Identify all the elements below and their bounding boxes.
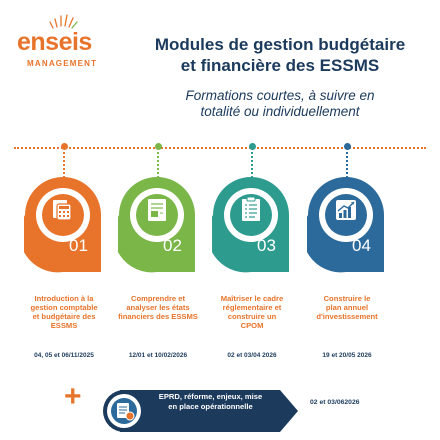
- timeline-connector: [251, 152, 253, 182]
- subtitle-line-1: Formations courtes, à suivre en: [185, 88, 375, 103]
- module-pin: [24, 176, 124, 278]
- module-title: Construire le plan annuel d'investissement: [299, 294, 395, 321]
- module-title-line: Maîtriser le cadre: [220, 294, 284, 303]
- module-title-line: Comprendre et: [130, 294, 185, 303]
- title-line-2: et financière des ESSMS: [180, 56, 380, 75]
- module-dates: 19 et 20/05 2026: [322, 352, 372, 359]
- timeline-connector: [63, 152, 65, 182]
- module-dates: 04, 05 et 06/11/2025: [34, 352, 94, 359]
- module-title-line: analyser les états: [126, 303, 190, 312]
- module-number: 04: [352, 236, 371, 255]
- module-dates: 02 et 03/04 2026: [227, 352, 277, 359]
- module-title-line: financiers des ESSMS: [118, 312, 198, 321]
- checklist-clipboard-icon: [242, 196, 260, 221]
- budget-document-icon: [111, 398, 137, 424]
- module-title-line: ESSMS: [50, 321, 78, 330]
- subtitle-line-2: totalité ou individuellement: [200, 104, 360, 119]
- timeline-dot: [343, 143, 351, 150]
- module-title-line: Construire le: [323, 294, 371, 303]
- module-number: 02: [163, 236, 182, 255]
- growth-chart-icon: [336, 200, 356, 220]
- timeline-dot: [248, 143, 256, 150]
- extra-module-banner: [103, 390, 298, 432]
- page-title: Modules de gestion budgétaire et financi…: [120, 34, 440, 76]
- timeline-connector: [157, 152, 159, 182]
- logo-wordmark: enseis: [17, 28, 92, 56]
- module-title-line: construire un: [227, 312, 277, 321]
- module-pin: [212, 176, 312, 278]
- sunburst-icon: [49, 14, 78, 29]
- module-title: Maîtriser le cadre réglementaire et constr…: [204, 294, 300, 330]
- module-pin: [307, 176, 407, 278]
- module-title: Comprendre et analyser les états financier…: [110, 294, 206, 321]
- timeline-dot: [60, 143, 68, 150]
- extra-module-title: EPRD, réforme, enjeux, mise en place opé…: [148, 392, 273, 411]
- module-title: Introduction à la gestion comptable et bud…: [16, 294, 112, 330]
- module-title-line: CPOM: [240, 321, 264, 330]
- module-number: 03: [257, 236, 276, 255]
- timeline-line: [14, 147, 426, 149]
- module-title-line: d'investissement: [316, 312, 378, 321]
- extra-text-line-2: en place opérationnelle: [168, 401, 253, 411]
- module-title-line: et budgétaire des: [32, 312, 96, 321]
- module-title-line: gestion comptable: [30, 303, 98, 312]
- extra-text-line-1: EPRD, réforme, enjeux, mise: [158, 392, 263, 401]
- module-title-line: Introduction à la: [34, 294, 94, 303]
- module-dates: 12/01 et 10/02/2026: [128, 352, 188, 359]
- module-number: 01: [69, 236, 88, 255]
- plus-sign: +: [64, 380, 82, 413]
- enseis-logo: enseis MANAGEMENT: [17, 12, 117, 72]
- timeline-connector: [346, 152, 348, 182]
- logo-subtitle: MANAGEMENT: [27, 59, 98, 68]
- timeline-dot: [154, 143, 162, 150]
- title-line-1: Modules de gestion budgétaire: [154, 35, 406, 54]
- module-title-line: réglementaire et: [222, 303, 282, 312]
- extra-module-dates: 02 et 03/062026: [310, 399, 360, 406]
- module-title-line: plan annuel: [325, 303, 369, 312]
- calculator-document-icon: [53, 200, 72, 221]
- page-subtitle: Formations courtes, à suivre en totalité…: [120, 88, 440, 120]
- module-pin: [118, 176, 218, 278]
- report-document-icon: [148, 199, 166, 221]
